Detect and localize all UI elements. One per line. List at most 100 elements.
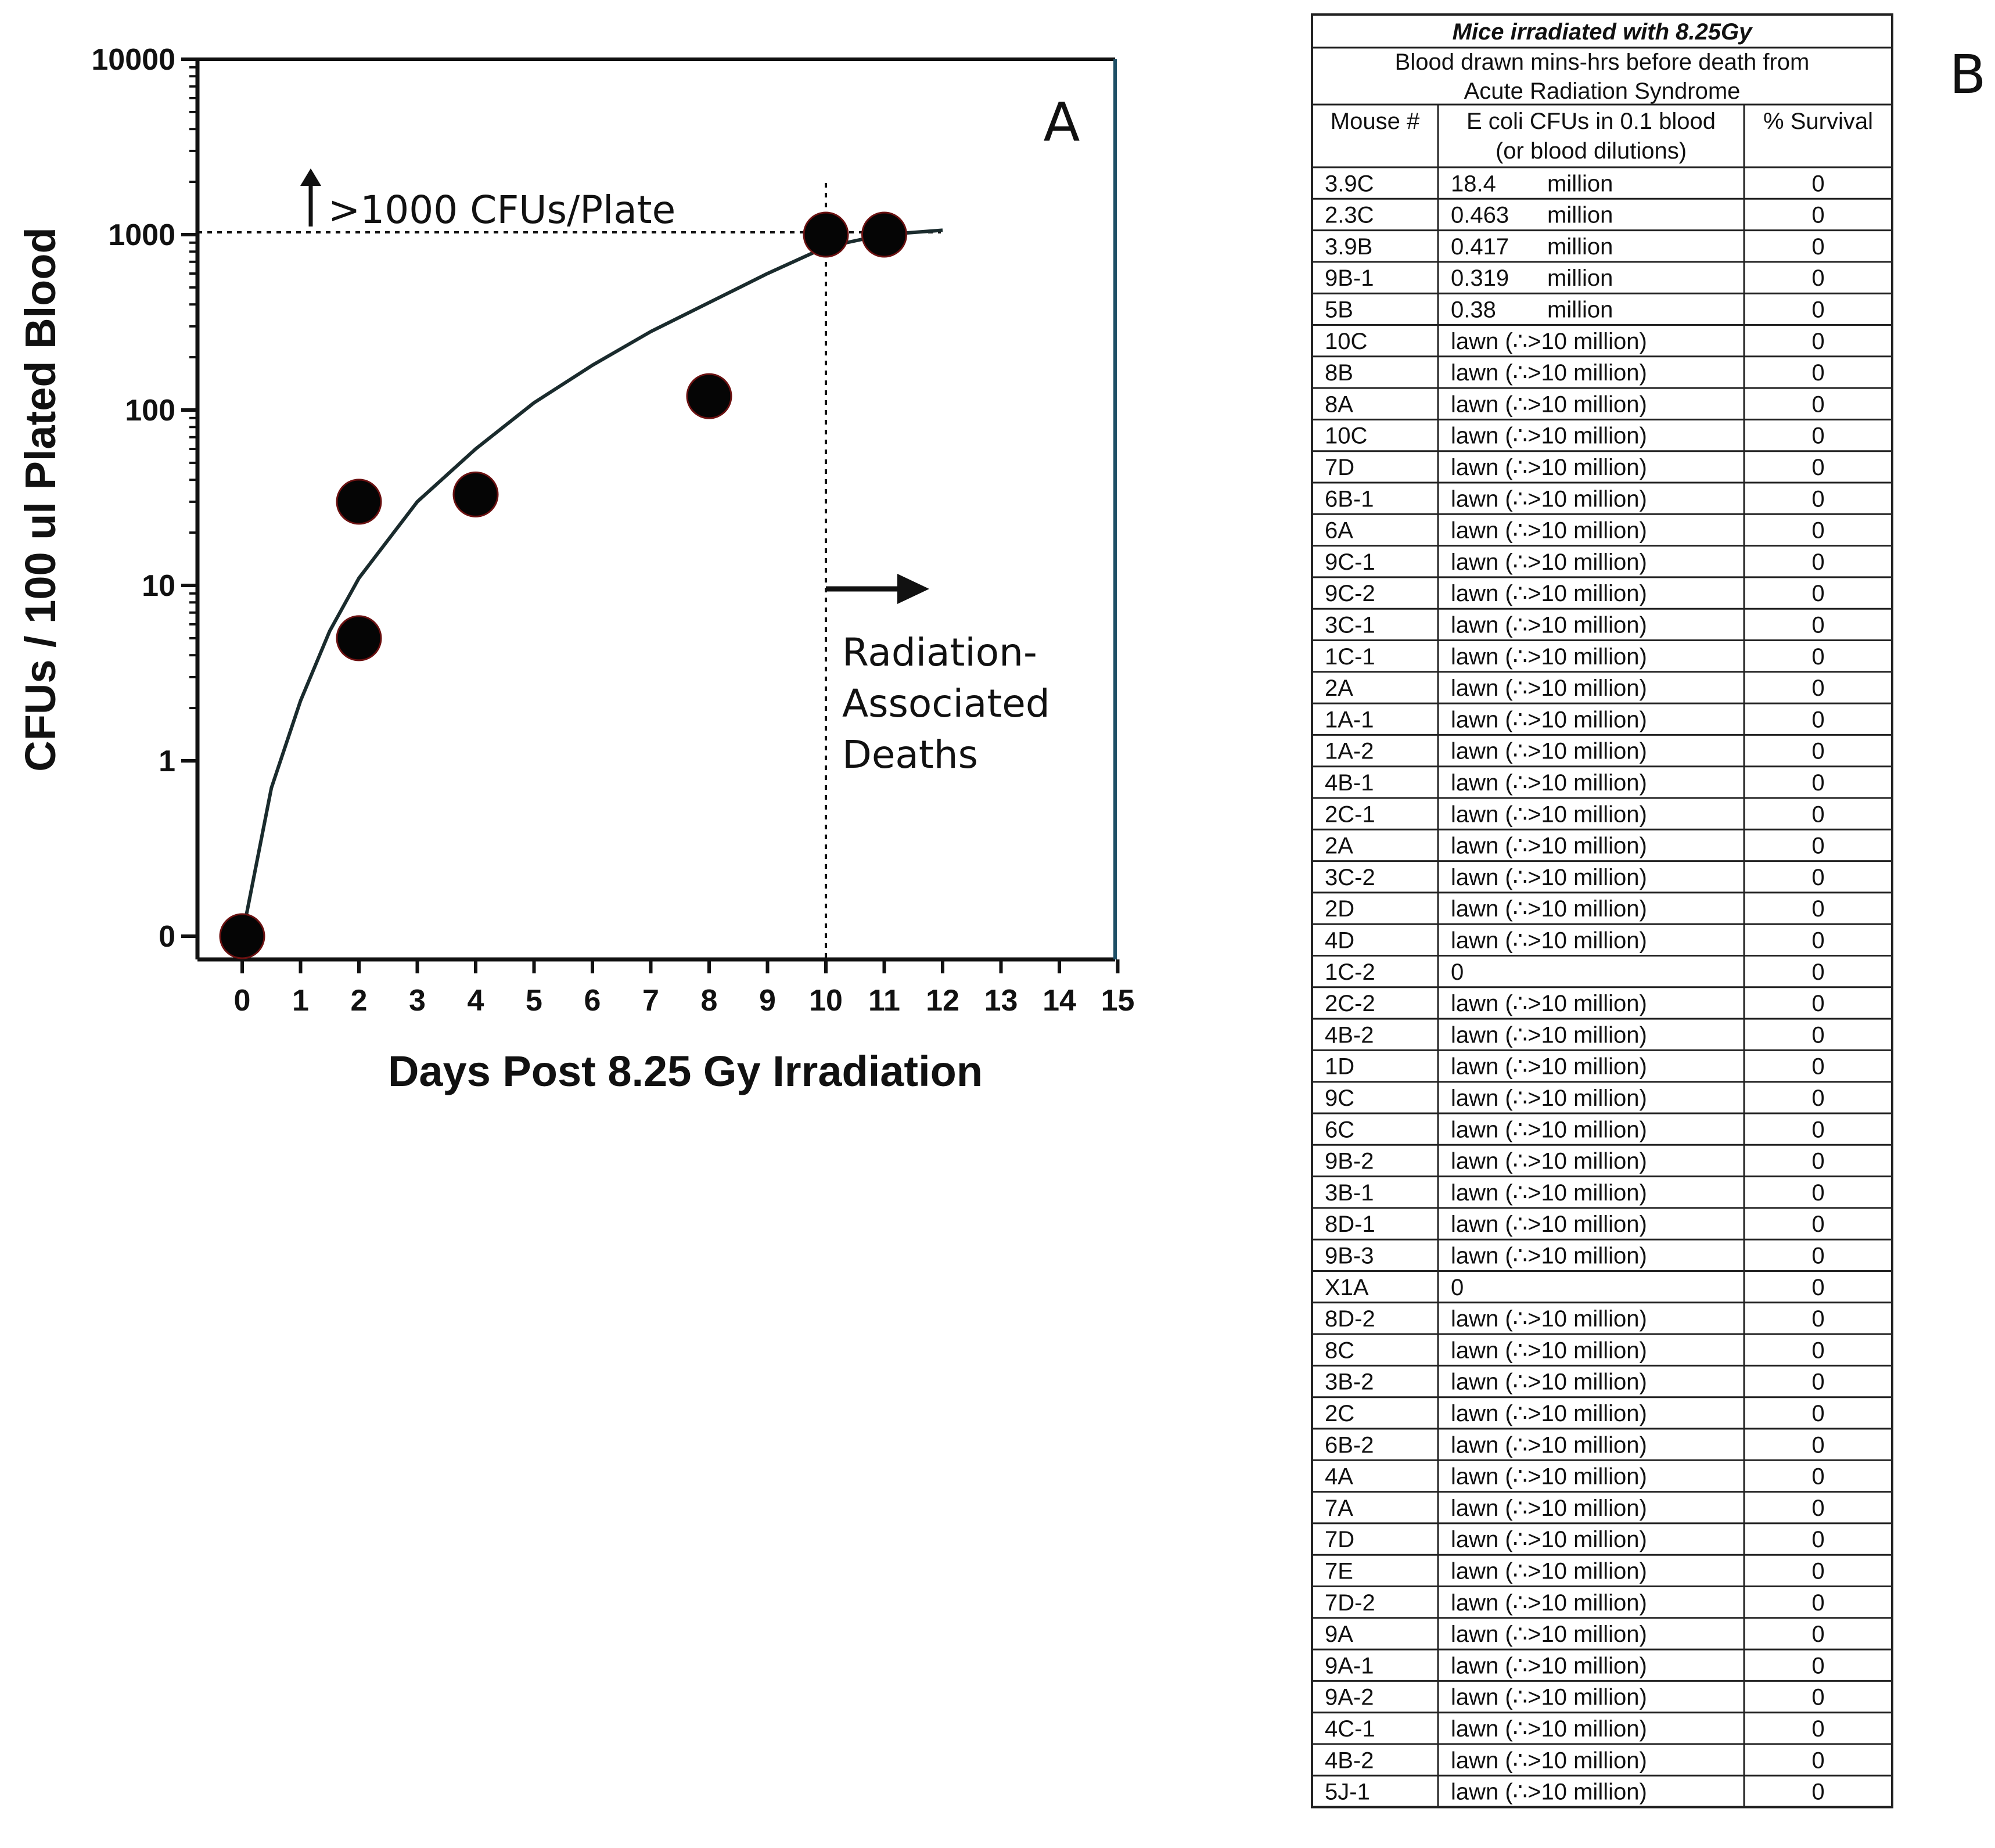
table-cell-mouse: 10C bbox=[1325, 329, 1367, 354]
table-cell-mouse: 4B-2 bbox=[1325, 1022, 1374, 1048]
fit-curve bbox=[240, 228, 943, 937]
table-cell-mouse: 2C-1 bbox=[1325, 801, 1375, 827]
table-cell-mouse: 4C-1 bbox=[1325, 1716, 1375, 1742]
table-cell-survival: 0 bbox=[1811, 265, 1824, 291]
table-cell-mouse: 9B-2 bbox=[1325, 1149, 1374, 1174]
table-border bbox=[1311, 13, 1893, 1809]
table-cell-cfus: lawn (∴>10 million) bbox=[1451, 896, 1647, 922]
table-cell-cfus: lawn (∴>10 million) bbox=[1451, 1085, 1647, 1111]
table-cell-survival: 0 bbox=[1811, 991, 1824, 1016]
death-label-line: Associated bbox=[842, 681, 1050, 726]
table-cell-survival: 0 bbox=[1811, 329, 1824, 354]
table-cell-survival: 0 bbox=[1811, 549, 1824, 575]
table-cell-mouse: 7D-2 bbox=[1325, 1590, 1375, 1616]
table-cell-mouse: 7D bbox=[1325, 1527, 1354, 1552]
table-cell-unit: million bbox=[1547, 234, 1613, 260]
table-cell-survival: 0 bbox=[1811, 1085, 1824, 1111]
data-point bbox=[336, 479, 382, 525]
table-cell-mouse: 7D bbox=[1325, 455, 1354, 480]
table-cell-survival: 0 bbox=[1811, 1243, 1824, 1269]
x-tick-label: 9 bbox=[759, 984, 776, 1018]
x-tick-label: 14 bbox=[1043, 984, 1076, 1018]
table-cell-cfus: lawn (∴>10 million) bbox=[1451, 1464, 1647, 1490]
table-cell-cfus: lawn (∴>10 million) bbox=[1451, 801, 1647, 827]
table-cell-mouse: 6A bbox=[1325, 518, 1353, 544]
table-cell-mouse: 1A-1 bbox=[1325, 707, 1374, 732]
table-cell-cfus: lawn (∴>10 million) bbox=[1451, 329, 1647, 354]
table-cell-survival: 0 bbox=[1811, 486, 1824, 512]
table-cell-cfus: lawn (∴>10 million) bbox=[1451, 1338, 1647, 1363]
table-cell-mouse: 3C-2 bbox=[1325, 865, 1375, 890]
table-cell-survival: 0 bbox=[1811, 1369, 1824, 1395]
table-cell-mouse: 9C-1 bbox=[1325, 549, 1375, 575]
table-cell-mouse: 4D bbox=[1325, 928, 1354, 954]
table-cell-survival: 0 bbox=[1811, 234, 1824, 260]
table-cell-cfus: lawn (∴>10 million) bbox=[1451, 1685, 1647, 1710]
data-point bbox=[803, 211, 849, 258]
x-tick-label: 4 bbox=[468, 984, 484, 1018]
panel-a-chart: 0 1 2 3 4 5 6 7 8 9 10 11 12 13 14 150110100100010000Da… bbox=[16, 43, 1134, 1095]
table-cell-cfus: lawn (∴>10 million) bbox=[1451, 675, 1647, 701]
table-cell-cfus: lawn (∴>10 million) bbox=[1451, 1527, 1647, 1552]
table-cell-cfus: lawn (∴>10 million) bbox=[1451, 928, 1647, 954]
panel-label-b: B bbox=[1949, 44, 1986, 106]
y-tick-label: 1000 bbox=[108, 218, 175, 252]
table-cell-survival: 0 bbox=[1811, 1306, 1824, 1332]
table-cell-survival: 0 bbox=[1811, 1401, 1824, 1426]
table-cell-cfus: lawn (∴>10 million) bbox=[1451, 739, 1647, 764]
table-cell-survival: 0 bbox=[1811, 1432, 1824, 1458]
x-tick-label: 0 bbox=[234, 984, 251, 1018]
table-cell-cfus: lawn (∴>10 million) bbox=[1451, 1590, 1647, 1616]
table-cell-cfus: lawn (∴>10 million) bbox=[1451, 1432, 1647, 1458]
table-cell-mouse: 9C-2 bbox=[1325, 581, 1375, 606]
table-cell-cfus: lawn (∴>10 million) bbox=[1451, 613, 1647, 638]
table-title: Mice irradiated with 8.25Gy bbox=[1453, 19, 1753, 45]
table-cell-cfus: lawn (∴>10 million) bbox=[1451, 1779, 1647, 1805]
data-point bbox=[219, 913, 265, 959]
table-cell-mouse: 6B-1 bbox=[1325, 486, 1374, 512]
table-cell-cfus: lawn (∴>10 million) bbox=[1451, 644, 1647, 670]
table-cell-survival: 0 bbox=[1811, 581, 1824, 606]
x-tick-label: 12 bbox=[926, 984, 959, 1018]
table-header-survival: % Survival bbox=[1763, 109, 1873, 134]
table-cell-survival: 0 bbox=[1811, 423, 1824, 449]
table-cell-mouse: 9A bbox=[1325, 1622, 1353, 1647]
table-header-mouse: Mouse # bbox=[1331, 109, 1420, 134]
table-cell-mouse: 9C bbox=[1325, 1085, 1354, 1111]
table-cell-survival: 0 bbox=[1811, 203, 1824, 228]
x-tick-label: 6 bbox=[584, 984, 601, 1018]
x-tick-label: 5 bbox=[526, 984, 542, 1018]
table-cell-survival: 0 bbox=[1811, 1527, 1824, 1552]
table-cell-cfus: 0.319 bbox=[1451, 265, 1509, 291]
table-cell-survival: 0 bbox=[1811, 1590, 1824, 1616]
table-cell-mouse: 2.3C bbox=[1325, 203, 1374, 228]
table-cell-mouse: 8C bbox=[1325, 1338, 1354, 1363]
table-cell-survival: 0 bbox=[1811, 1622, 1824, 1647]
data-point bbox=[452, 471, 499, 517]
table-cell-cfus: lawn (∴>10 million) bbox=[1451, 360, 1647, 386]
table-cell-survival: 0 bbox=[1811, 171, 1824, 196]
table-cell-cfus: lawn (∴>10 million) bbox=[1451, 707, 1647, 732]
table-cell-survival: 0 bbox=[1811, 1054, 1824, 1080]
death-arrowhead bbox=[897, 574, 929, 604]
table-cell-cfus: lawn (∴>10 million) bbox=[1451, 1180, 1647, 1206]
table-cell-survival: 0 bbox=[1811, 1779, 1824, 1805]
table-cell-cfus: lawn (∴>10 million) bbox=[1451, 1054, 1647, 1080]
table-cell-mouse: 9B-1 bbox=[1325, 265, 1374, 291]
table-cell-mouse: 3C-1 bbox=[1325, 613, 1375, 638]
table-cell-cfus: lawn (∴>10 million) bbox=[1451, 581, 1647, 606]
table-cell-mouse: 4B-1 bbox=[1325, 770, 1374, 796]
table-cell-cfus: lawn (∴>10 million) bbox=[1451, 1653, 1647, 1678]
table-cell-survival: 0 bbox=[1811, 1211, 1824, 1237]
table-header-cfus-line2: (or blood dilutions) bbox=[1496, 138, 1687, 164]
y-tick-label: 0 bbox=[159, 920, 175, 954]
table-cell-cfus: lawn (∴>10 million) bbox=[1451, 1401, 1647, 1426]
table-cell-cfus: lawn (∴>10 million) bbox=[1451, 423, 1647, 449]
x-tick-label: 13 bbox=[984, 984, 1018, 1018]
table-cell-survival: 0 bbox=[1811, 707, 1824, 732]
table-cell-cfus: 0 bbox=[1451, 1275, 1464, 1300]
table-cell-mouse: 3B-2 bbox=[1325, 1369, 1374, 1395]
table-cell-cfus: lawn (∴>10 million) bbox=[1451, 833, 1647, 859]
table-cell-mouse: 6C bbox=[1325, 1117, 1354, 1142]
table-cell-cfus: lawn (∴>10 million) bbox=[1451, 991, 1647, 1016]
